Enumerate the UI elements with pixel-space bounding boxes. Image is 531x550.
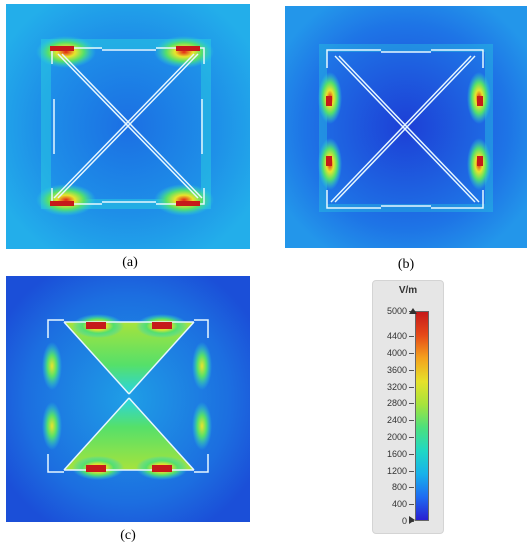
legend-min-marker-icon xyxy=(409,516,415,524)
legend-tick-mark xyxy=(409,336,414,338)
field-map-b-image xyxy=(285,6,527,248)
legend-tick-mark xyxy=(409,504,414,506)
legend-tick-mark xyxy=(409,437,414,438)
legend-tick-label: 0 xyxy=(401,516,407,526)
legend-tick-mark xyxy=(409,386,414,388)
legend-color-bar xyxy=(415,311,429,521)
legend-tick-label: 5000 xyxy=(386,306,407,316)
legend-tick-label: 800 xyxy=(391,482,407,493)
caption-c: (c) xyxy=(120,528,136,543)
legend-tick-label: 3600 xyxy=(386,364,407,375)
legend-unit: V/m xyxy=(398,285,418,296)
field-map-a-image xyxy=(6,4,250,249)
legend-tick-mark xyxy=(409,353,414,354)
legend-max-marker-icon xyxy=(409,308,417,314)
legend-tick-label: 1200 xyxy=(386,465,407,476)
legend-tick-label: 3200 xyxy=(386,381,407,392)
legend-tick-mark xyxy=(409,369,414,371)
legend-tick-label: 4000 xyxy=(386,348,407,358)
legend-tick-label: 2000 xyxy=(386,432,407,442)
legend-tick-mark xyxy=(409,403,414,405)
color-legend: V/m 5000 4400 4000 3600 3200 2800 2400 2000 1600… xyxy=(372,280,444,534)
field-map-panel-b xyxy=(285,6,527,248)
field-map-panel-a xyxy=(6,4,250,249)
legend-tick-label: 2800 xyxy=(386,398,407,409)
legend-tick-label: 1600 xyxy=(386,448,407,459)
field-map-panel-c xyxy=(6,276,250,522)
legend-tick-label: 4400 xyxy=(386,331,407,342)
caption-a: (a) xyxy=(122,255,138,270)
field-map-c-image xyxy=(6,276,250,522)
legend-tick-mark xyxy=(409,470,414,472)
legend-tick-label: 2400 xyxy=(386,415,407,426)
legend-tick-mark xyxy=(409,487,414,489)
caption-b: (b) xyxy=(397,257,415,272)
legend-tick-label: 400 xyxy=(391,499,407,510)
legend-tick-mark xyxy=(409,453,414,455)
legend-tick-mark xyxy=(409,420,414,422)
